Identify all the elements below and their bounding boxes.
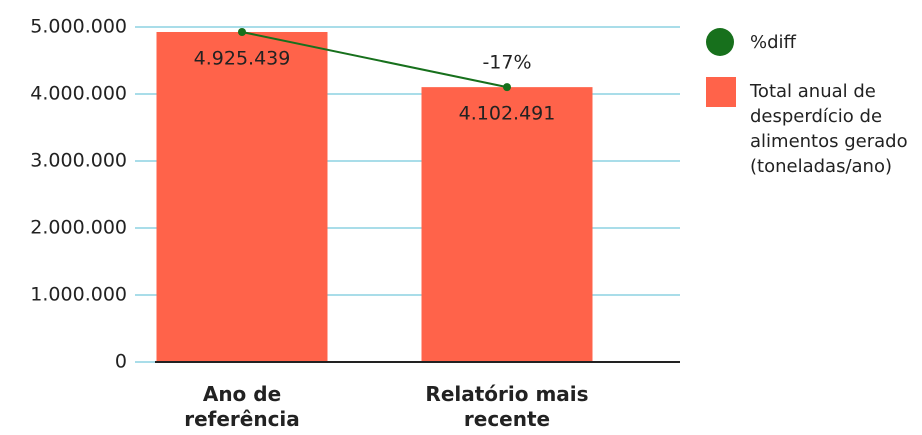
x-tick-label: Relatório mais recente <box>425 382 589 431</box>
legend-marker <box>706 77 736 107</box>
bar <box>421 87 593 362</box>
y-tick-label: 1.000.000 <box>30 284 127 306</box>
line-point <box>503 83 511 92</box>
bar <box>156 31 328 363</box>
y-tick-label: 5.000.000 <box>30 16 127 38</box>
x-tick-label: Ano de referência <box>184 382 300 431</box>
y-tick-label: 4.000.000 <box>30 83 127 105</box>
y-tick-label: 3.000.000 <box>30 150 127 172</box>
legend-label: %diff <box>750 32 796 53</box>
data-label: 4.925.439 <box>194 47 291 69</box>
legend-label: Total anual de desperdício de alimentos … <box>750 81 908 177</box>
legend-marker <box>706 28 734 56</box>
y-tick-label: 0 <box>115 351 127 373</box>
y-tick-label: 2.000.000 <box>30 217 127 239</box>
line <box>241 31 508 89</box>
line-point <box>238 27 246 36</box>
annotation: -17% <box>482 52 531 74</box>
data-label: 4.102.491 <box>459 103 556 125</box>
